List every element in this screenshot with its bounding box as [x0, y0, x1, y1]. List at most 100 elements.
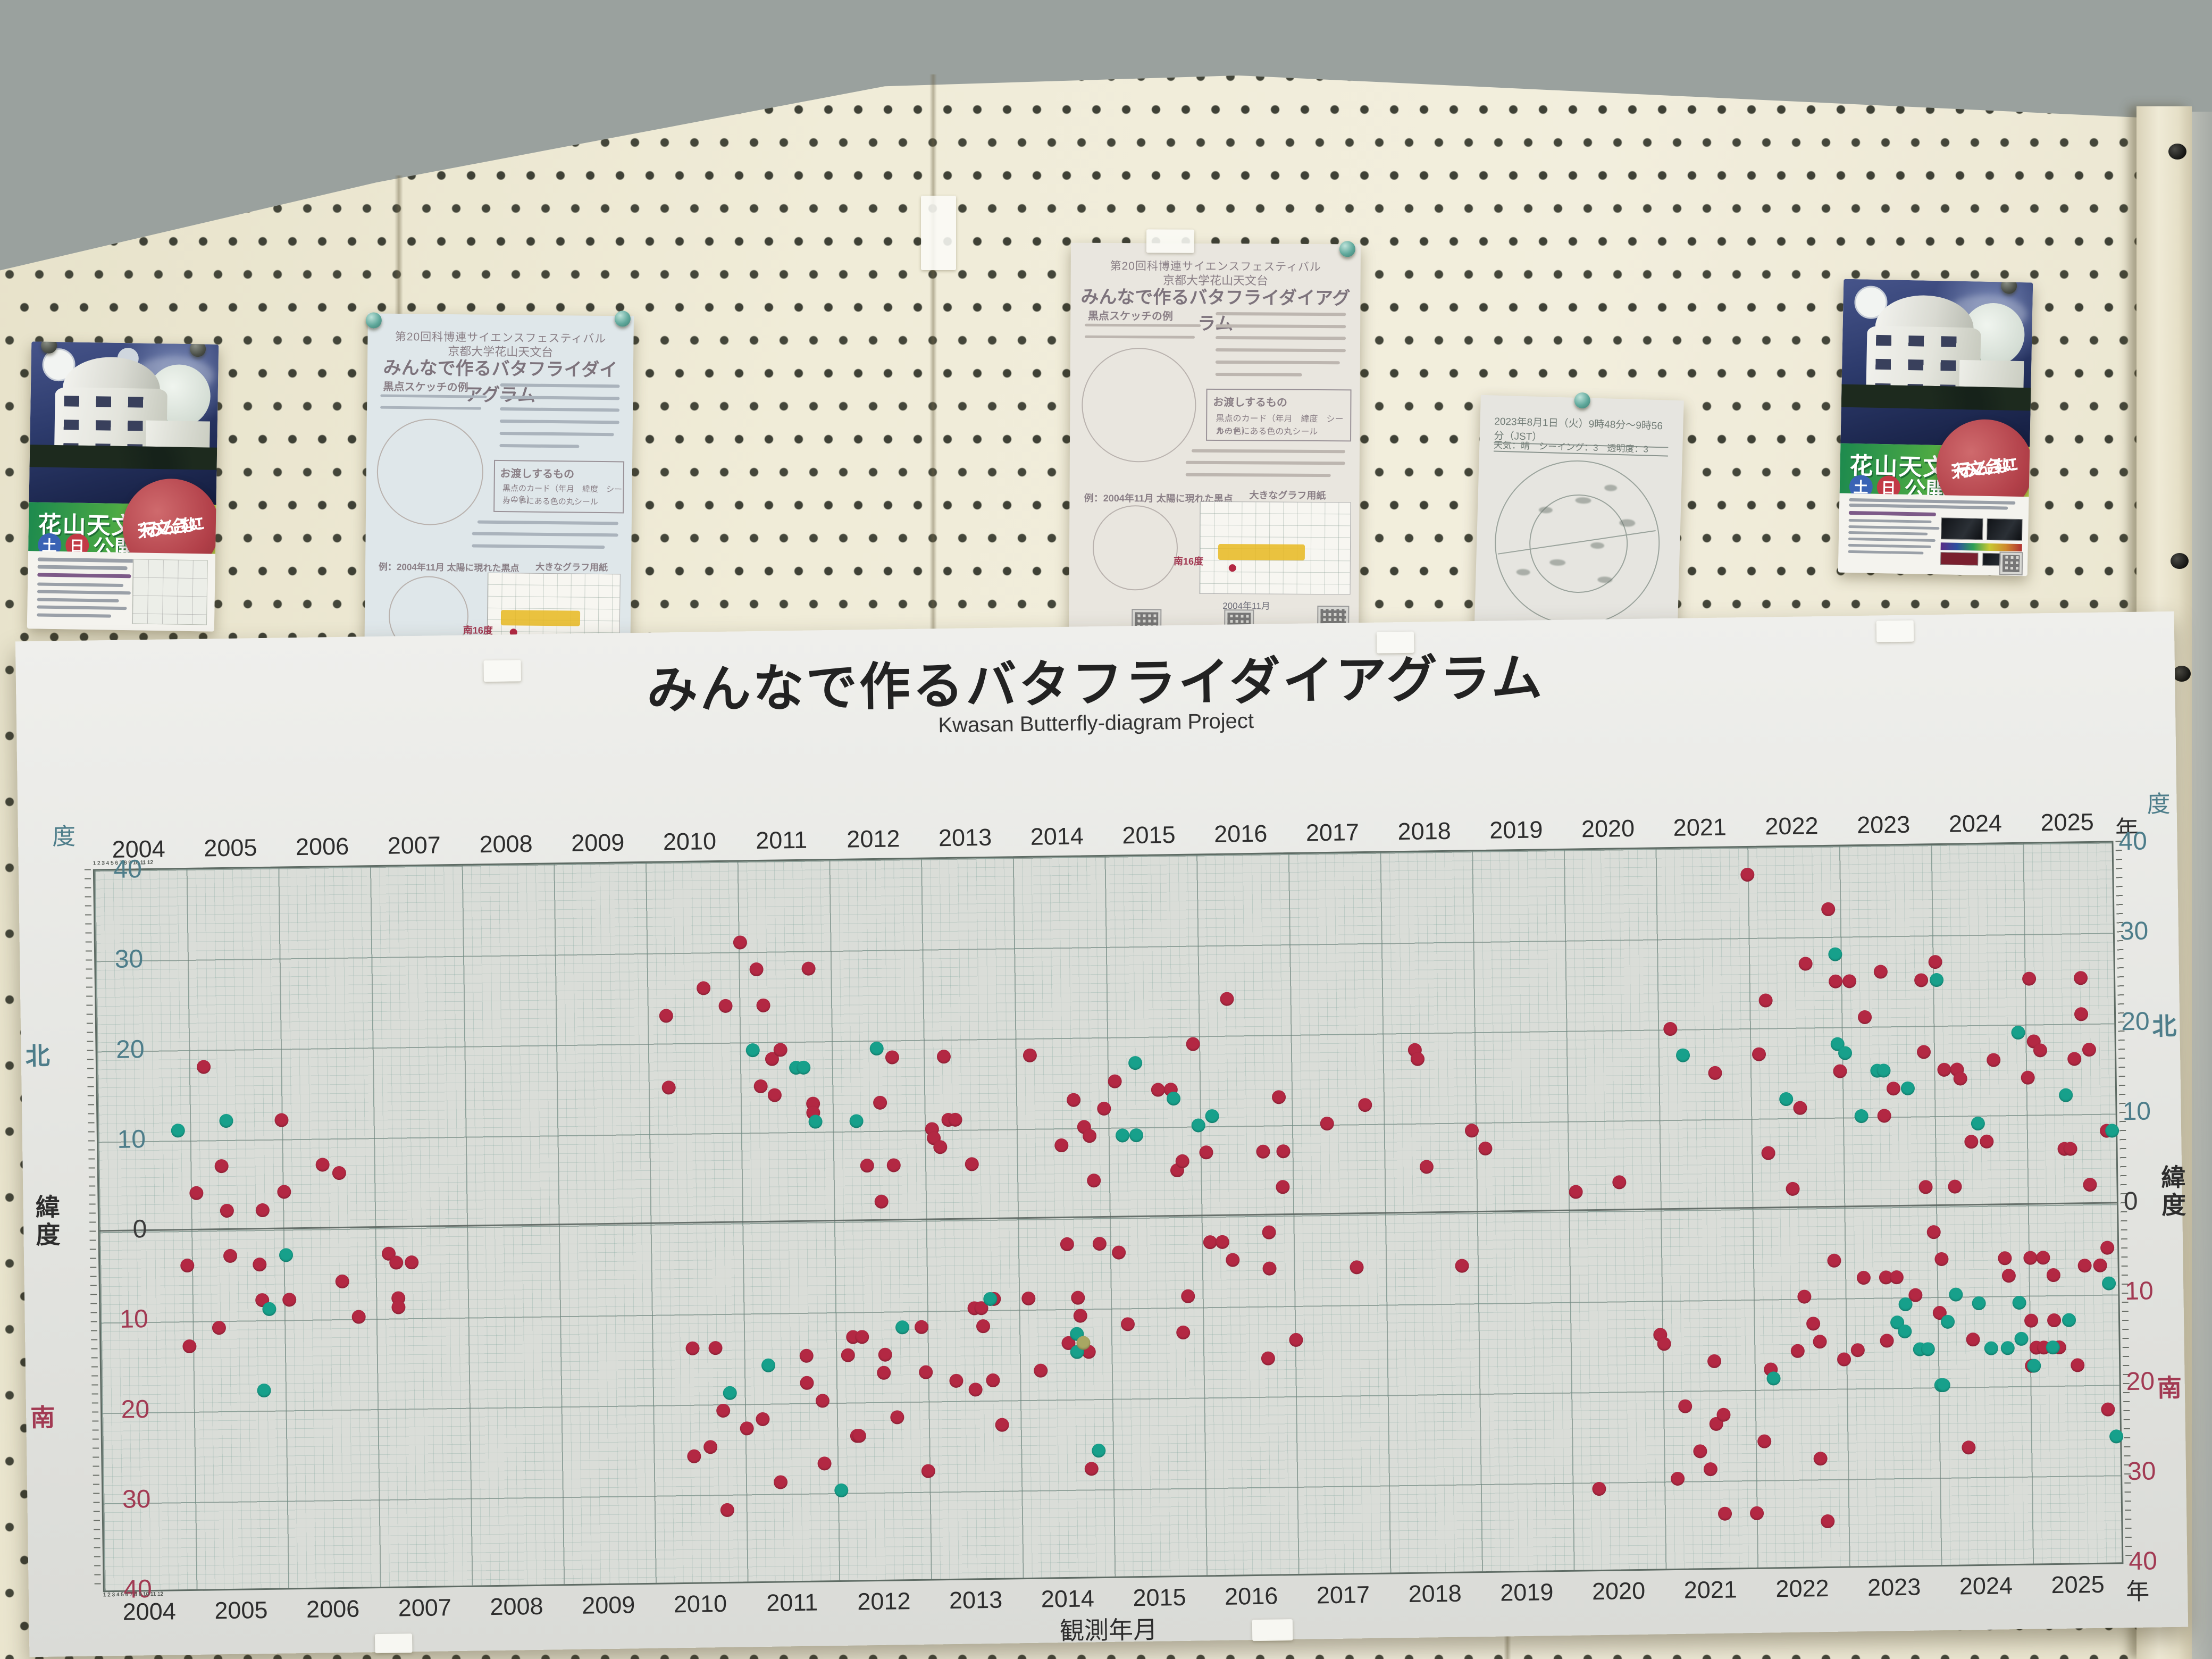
- push-pin: [365, 312, 382, 329]
- red-sticker-point: [1708, 1066, 1722, 1080]
- access-map: [132, 559, 208, 625]
- red-sticker-point: [1591, 1481, 1606, 1496]
- red-sticker-point: [1612, 1175, 1627, 1189]
- lat-tick-label: 30: [2127, 1457, 2156, 1486]
- red-sticker-point: [1276, 1144, 1291, 1158]
- red-sticker-point: [2024, 1313, 2039, 1328]
- red-sticker-point: [919, 1365, 933, 1379]
- handout-item: カードにある色の丸シール: [502, 497, 598, 507]
- red-sticker-point: [1880, 1334, 1894, 1348]
- teal-sticker-point: [171, 1123, 185, 1138]
- red-sticker-point: [1289, 1333, 1303, 1347]
- example-sun-circle: [1092, 505, 1178, 591]
- red-sticker-point: [1716, 1407, 1731, 1422]
- teal-sticker-point: [869, 1042, 884, 1056]
- north-label-left: 北: [25, 1042, 51, 1070]
- year-label: 2012: [857, 1587, 911, 1615]
- red-sticker-point: [189, 1186, 204, 1201]
- push-pin: [614, 311, 631, 327]
- red-sticker-point: [1225, 1253, 1240, 1267]
- red-sticker-point: [1797, 1289, 1812, 1304]
- red-sticker-point: [332, 1166, 346, 1180]
- red-sticker-point: [1272, 1090, 1286, 1104]
- red-sticker-point: [767, 1088, 782, 1102]
- red-sticker-point: [1096, 1101, 1111, 1116]
- red-sticker-point: [282, 1293, 297, 1307]
- year-label: 2023: [1867, 1573, 1921, 1601]
- flyer-details: [27, 551, 216, 632]
- red-sticker-point: [755, 1412, 770, 1427]
- teal-sticker-point: [1116, 1128, 1130, 1143]
- year-label: 2014: [1041, 1585, 1095, 1613]
- red-sticker-point: [1220, 992, 1235, 1006]
- teal-sticker-point: [1779, 1092, 1794, 1107]
- red-sticker-point: [1979, 1134, 1994, 1149]
- red-sticker-point: [1877, 1109, 1892, 1123]
- mini-butterfly-chart: [1199, 501, 1351, 595]
- lat-tick-label: 40: [2129, 1547, 2158, 1576]
- red-sticker-point: [753, 1079, 768, 1094]
- teal-sticker-point: [723, 1386, 738, 1400]
- red-sticker-point: [1829, 974, 1843, 988]
- screw-icon: [2171, 553, 2189, 569]
- teal-sticker-point: [745, 1043, 760, 1058]
- red-sticker-point: [1657, 1336, 1671, 1351]
- red-sticker-point: [1262, 1225, 1276, 1239]
- red-sticker-point: [874, 1194, 889, 1209]
- teal-sticker-point: [1205, 1109, 1220, 1124]
- red-sticker-point: [212, 1321, 227, 1335]
- teal-sticker-point: [279, 1248, 294, 1262]
- lat-tick-label: 0: [132, 1215, 147, 1244]
- teal-sticker-point: [2046, 1340, 2060, 1355]
- plot-area: [93, 841, 2124, 1593]
- tape-top: [1146, 229, 1194, 253]
- highlight-bar: [500, 610, 580, 626]
- teal-sticker-point: [808, 1115, 823, 1129]
- red-sticker-point: [855, 1330, 869, 1344]
- lat-tick-label: 30: [114, 945, 144, 974]
- red-sticker-point: [1320, 1116, 1334, 1131]
- teal-sticker-point: [1129, 1128, 1144, 1142]
- year-label: 2008: [490, 1592, 543, 1621]
- year-label: 2006: [306, 1595, 360, 1623]
- teal-sticker-point: [1828, 947, 1843, 961]
- red-sticker-point: [1857, 1271, 1871, 1285]
- red-sticker-point: [801, 961, 816, 976]
- degree-unit-top-right: 度: [2147, 791, 2171, 818]
- teal-sticker-point: [2000, 1340, 2015, 1355]
- screw-icon: [2168, 144, 2186, 160]
- photo-thumbnail: [1986, 518, 2023, 541]
- year-label: 2015: [1133, 1583, 1186, 1612]
- red-sticker-point: [852, 1429, 866, 1443]
- red-sticker-point: [860, 1159, 875, 1173]
- badge-line: 行こう!!: [1953, 454, 2017, 481]
- red-sticker-point: [1757, 1434, 1772, 1448]
- night-sky-image: [1840, 279, 2033, 447]
- year-label: 2017: [1316, 1581, 1370, 1609]
- teal-sticker-point: [2058, 1088, 2073, 1102]
- teal-sticker-point: [1898, 1324, 1912, 1339]
- teal-sticker-point: [1972, 1296, 1986, 1311]
- year-label: 2019: [1499, 1578, 1554, 1606]
- red-sticker-point: [2071, 1358, 2085, 1372]
- trees-silhouette: [29, 444, 217, 470]
- teal-sticker-point: [257, 1383, 271, 1397]
- red-sticker-point: [2033, 1043, 2048, 1058]
- red-sticker-point: [182, 1339, 197, 1354]
- lat-label-right: 緯度: [2157, 1164, 2186, 1220]
- red-sticker-point: [1752, 1047, 1766, 1062]
- handout-box-title: お渡しするもの: [500, 468, 575, 481]
- red-sticker-point: [1886, 1081, 1900, 1096]
- red-sticker-point: [1806, 1317, 1821, 1331]
- red-sticker-point: [1821, 1514, 1835, 1529]
- tape-banner-top: [1876, 620, 1914, 642]
- teal-sticker-point: [1971, 1116, 1985, 1130]
- tape-banner-bottom: [374, 1633, 413, 1654]
- red-sticker-point: [1121, 1317, 1135, 1331]
- red-sticker-point: [277, 1185, 291, 1199]
- red-sticker-point: [1092, 1236, 1107, 1251]
- red-sticker-point: [2021, 1070, 2035, 1085]
- teal-sticker-point: [2105, 1123, 2119, 1138]
- red-sticker-point: [1084, 1462, 1099, 1476]
- red-sticker-point: [315, 1157, 330, 1172]
